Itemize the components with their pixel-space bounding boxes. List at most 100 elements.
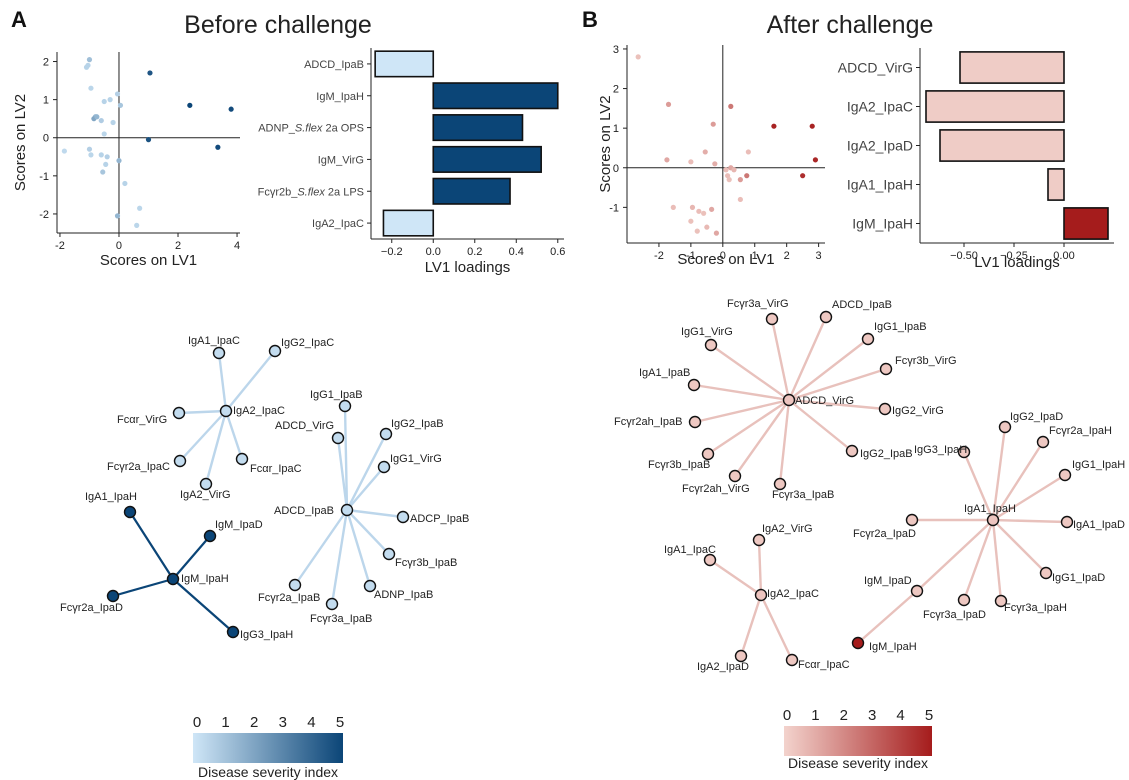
- network-a: IgA2_IpaC IgA1_IpaC IgG2_IpaC Fcαr_VirG Fcγr…: [60, 335, 469, 641]
- scatter-point: [83, 64, 90, 70]
- network-node-label: IgG3_IpaH: [240, 629, 293, 641]
- scatter-point: [101, 131, 107, 137]
- scatter-point: [800, 173, 806, 179]
- category-label-part: IgA2_IpaD: [847, 138, 913, 154]
- network-edge: [991, 425, 1007, 522]
- network-edge: [224, 409, 244, 461]
- network-node: [957, 593, 971, 607]
- network-node: [203, 529, 217, 543]
- scatter-point: [88, 85, 94, 91]
- network-edge: [217, 351, 228, 413]
- x-tick-label: −0.50: [950, 250, 978, 262]
- network-edge: [171, 577, 235, 634]
- scatter-point: [107, 97, 113, 103]
- scatter-point: [709, 206, 715, 212]
- network-node-label: IgG1_IpaB: [310, 389, 363, 401]
- scatter-point: [710, 121, 716, 127]
- panel-letter-b: B: [582, 7, 598, 32]
- network-node-label: IgM_IpaD: [864, 575, 912, 587]
- network-node: [173, 454, 187, 468]
- x-axis-label: LV1 loadings: [425, 259, 511, 276]
- scatter-point: [100, 169, 106, 175]
- colorbar-tick-label: 1: [811, 707, 819, 724]
- network-edge: [991, 518, 1069, 524]
- scatter-point: [114, 213, 121, 219]
- scatter-point: [94, 114, 100, 120]
- network-edge: [709, 343, 791, 402]
- network-node-label: IgG1_IpaH: [1072, 459, 1125, 471]
- x-axis-label: LV1 loadings: [974, 254, 1060, 271]
- network-edge: [128, 510, 175, 581]
- network-node-label: IgA1_IpaB: [639, 367, 690, 379]
- network-node: [878, 402, 892, 416]
- network-node-label: Fcγr2a_IpaH: [1049, 425, 1112, 437]
- colorbar-tick-label: 0: [783, 707, 791, 724]
- panel-letter-a: A: [11, 7, 27, 32]
- scatter-point: [712, 161, 718, 167]
- network-edge: [345, 508, 372, 588]
- network-node-label: IgM_IpaD: [215, 519, 263, 531]
- colorbar-a: 0 1 2 3 4 5 Disease severity index: [193, 714, 344, 780]
- network-node: [994, 594, 1008, 608]
- network-node: [704, 338, 718, 352]
- category-label-part: IgA2_IpaC: [847, 99, 913, 115]
- x-tick-label: 0.2: [467, 246, 482, 258]
- network-edge: [962, 518, 995, 602]
- network-node: [212, 346, 226, 360]
- x-tick-label: -2: [55, 240, 65, 252]
- network-edge: [778, 398, 791, 486]
- colorbar-tick-label: 2: [250, 714, 258, 731]
- network-node: [845, 444, 859, 458]
- network-node-label: IgG1_IpaD: [1052, 572, 1105, 584]
- network-node: [703, 553, 717, 567]
- network-node: [879, 362, 893, 376]
- y-tick-label: -2: [39, 209, 49, 221]
- scatter-point: [696, 208, 702, 214]
- network-node-label: IgM_IpaH: [181, 573, 229, 585]
- scatter-point: [88, 152, 94, 158]
- scatter-point: [98, 117, 104, 124]
- network-node: [861, 332, 875, 346]
- network-edge: [991, 473, 1067, 522]
- category-label: IgA1_IpaH: [847, 177, 913, 193]
- network-edge: [336, 436, 349, 512]
- scatter-point: [665, 101, 672, 107]
- network-edge: [708, 558, 763, 597]
- y-tick-label: -1: [609, 202, 619, 214]
- category-label-part: ADNP_: [258, 123, 296, 135]
- loading-bar: [374, 50, 435, 78]
- scatter-point: [737, 196, 743, 203]
- network-node-label: IgA2_IpaC: [233, 405, 285, 417]
- network-node-label: Fcγr3b_IpaB: [648, 459, 710, 471]
- network-node-label: Fcγr2ah_IpaB: [614, 416, 682, 428]
- colorbar-tick-label: 1: [221, 714, 229, 731]
- scatter-point: [122, 180, 128, 187]
- network-node-label: IgG1_VirG: [681, 326, 733, 338]
- network-node: [382, 547, 396, 561]
- network-node-label: ADCD_IpaB: [274, 505, 334, 517]
- scatter-point: [147, 70, 153, 76]
- network-node: [688, 415, 702, 429]
- network-node-label: IgA1_IpaC: [664, 544, 716, 556]
- y-tick-label: 2: [613, 84, 619, 96]
- loading-bar: [959, 51, 1065, 84]
- loading-bar: [382, 209, 435, 237]
- network-edge: [177, 409, 228, 415]
- network-node: [910, 584, 924, 598]
- network-node-label: Fcγr3b_VirG: [895, 355, 957, 367]
- scatter-point: [664, 157, 670, 163]
- network-node: [773, 477, 787, 491]
- scatter-point: [228, 106, 234, 112]
- network-node: [1060, 515, 1074, 529]
- network-node: [379, 427, 393, 441]
- network-node: [338, 399, 352, 413]
- network-node: [701, 447, 715, 461]
- y-tick-label: 3: [613, 44, 619, 56]
- network-node: [199, 477, 213, 491]
- scatter-point: [137, 205, 143, 211]
- colorbar-tick-label: 5: [925, 707, 933, 724]
- category-label-part: IgA2_IpaC: [312, 218, 364, 230]
- network-node: [785, 653, 799, 667]
- scores-scatter-b: -2 -1 0 1 2 3 -1 0 1 2 3 Scores on LV1 Scores on LV2: [597, 44, 825, 268]
